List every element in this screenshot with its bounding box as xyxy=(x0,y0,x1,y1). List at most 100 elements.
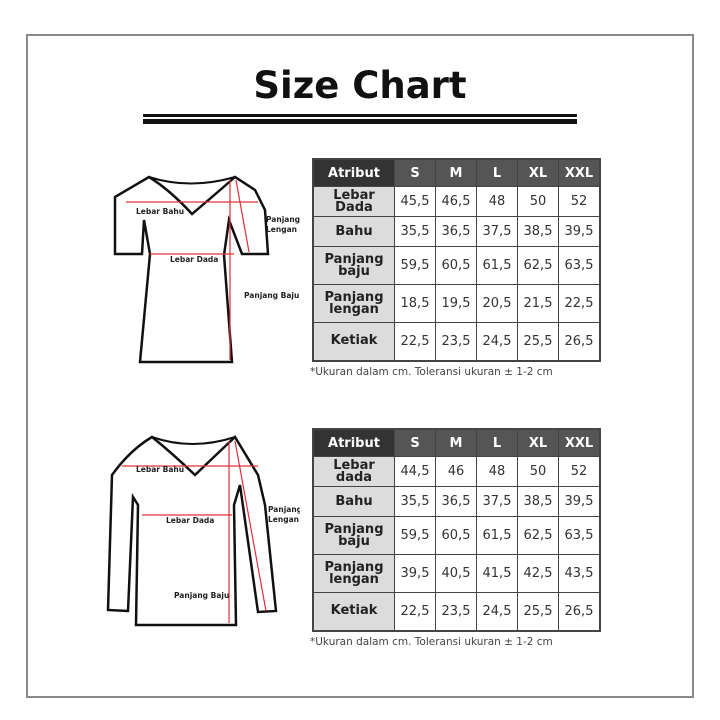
attribute-header: Atribut xyxy=(312,428,395,457)
size-header: M xyxy=(435,158,477,187)
label-panjang-baju: Panjang Baju xyxy=(174,591,229,600)
size-value: 23,5 xyxy=(435,322,477,361)
label-lengan: Lengan xyxy=(268,515,299,524)
size-value: 36,5 xyxy=(435,216,477,247)
label-panjang: Panjang xyxy=(268,505,300,514)
frame xyxy=(26,34,694,698)
row-label: Ketiak xyxy=(312,322,395,361)
size-value: 50 xyxy=(517,456,559,487)
size-value: 21,5 xyxy=(517,284,559,323)
size-table-long-sleeve: Atribut S M L XL XXL Lebar dada 44,5 46 48 50 52 Bah… xyxy=(312,428,601,632)
size-value: 52 xyxy=(558,186,601,217)
header-row: Atribut S M L XL XXL xyxy=(312,158,601,187)
size-header: S xyxy=(394,428,436,457)
size-value: 39,5 xyxy=(558,216,601,247)
size-header: M xyxy=(435,428,477,457)
size-value: 35,5 xyxy=(394,216,436,247)
size-header: XXL xyxy=(558,428,601,457)
size-header: L xyxy=(476,158,518,187)
size-header: L xyxy=(476,428,518,457)
long-sleeve-shirt-diagram: Lebar Bahu Lebar Dada Panjang Lengan Pan… xyxy=(106,435,300,627)
size-value: 25,5 xyxy=(517,322,559,361)
size-value: 59,5 xyxy=(394,246,436,285)
size-value: 38,5 xyxy=(517,216,559,247)
size-note: *Ukuran dalam cm. Toleransi ukuran ± 1-2… xyxy=(310,636,553,648)
size-value: 40,5 xyxy=(435,554,477,593)
size-value: 46 xyxy=(435,456,477,487)
table-row: Panjang baju 59,5 60,5 61,5 62,5 63,5 xyxy=(312,516,601,555)
size-value: 22,5 xyxy=(394,322,436,361)
table-row: Panjang baju 59,5 60,5 61,5 62,5 63,5 xyxy=(312,246,601,285)
size-value: 35,5 xyxy=(394,486,436,517)
row-label: Lebar Dada xyxy=(312,186,395,217)
size-value: 61,5 xyxy=(476,246,518,285)
page-title: Size Chart xyxy=(253,64,467,107)
size-value: 48 xyxy=(476,456,518,487)
table-row: Panjang lengan 39,5 40,5 41,5 42,5 43,5 xyxy=(312,554,601,593)
row-label: Lebar dada xyxy=(312,456,395,487)
table-row: Ketiak 22,5 23,5 24,5 25,5 26,5 xyxy=(312,322,601,361)
size-value: 22,5 xyxy=(394,592,436,631)
size-value: 62,5 xyxy=(517,516,559,555)
size-header: XL xyxy=(517,158,559,187)
size-value: 60,5 xyxy=(435,246,477,285)
size-value: 20,5 xyxy=(476,284,518,323)
size-value: 42,5 xyxy=(517,554,559,593)
size-value: 23,5 xyxy=(435,592,477,631)
size-note: *Ukuran dalam cm. Toleransi ukuran ± 1-2… xyxy=(310,366,553,378)
size-value: 50 xyxy=(517,186,559,217)
row-label: Bahu xyxy=(312,486,395,517)
divider xyxy=(143,119,577,124)
row-label: Panjang baju xyxy=(312,246,395,285)
row-label: Panjang baju xyxy=(312,516,395,555)
size-header: XXL xyxy=(558,158,601,187)
size-value: 43,5 xyxy=(558,554,601,593)
label-panjang: Panjang xyxy=(266,215,300,224)
size-value: 60,5 xyxy=(435,516,477,555)
size-header: XL xyxy=(517,428,559,457)
size-value: 37,5 xyxy=(476,216,518,247)
size-value: 38,5 xyxy=(517,486,559,517)
header-row: Atribut S M L XL XXL xyxy=(312,428,601,457)
label-panjang-baju: Panjang Baju xyxy=(244,291,299,300)
size-value: 62,5 xyxy=(517,246,559,285)
size-value: 59,5 xyxy=(394,516,436,555)
size-value: 63,5 xyxy=(558,516,601,555)
size-value: 45,5 xyxy=(394,186,436,217)
size-value: 41,5 xyxy=(476,554,518,593)
size-value: 26,5 xyxy=(558,322,601,361)
row-label: Panjang lengan xyxy=(312,284,395,323)
table-row: Panjang lengan 18,5 19,5 20,5 21,5 22,5 xyxy=(312,284,601,323)
size-header: S xyxy=(394,158,436,187)
size-value: 25,5 xyxy=(517,592,559,631)
size-value: 46,5 xyxy=(435,186,477,217)
size-table-short-sleeve: Atribut S M L XL XXL Lebar Dada 45,5 46,5 48 50 52 B… xyxy=(312,158,601,362)
table-row: Lebar Dada 45,5 46,5 48 50 52 xyxy=(312,186,601,217)
size-value: 39,5 xyxy=(394,554,436,593)
size-value: 44,5 xyxy=(394,456,436,487)
attribute-header: Atribut xyxy=(312,158,395,187)
table-row: Lebar dada 44,5 46 48 50 52 xyxy=(312,456,601,487)
table-row: Bahu 35,5 36,5 37,5 38,5 39,5 xyxy=(312,216,601,247)
size-value: 36,5 xyxy=(435,486,477,517)
label-lebar-dada: Lebar Dada xyxy=(166,516,214,525)
size-value: 63,5 xyxy=(558,246,601,285)
row-label: Bahu xyxy=(312,216,395,247)
size-value: 61,5 xyxy=(476,516,518,555)
size-value: 22,5 xyxy=(558,284,601,323)
size-value: 37,5 xyxy=(476,486,518,517)
label-lebar-bahu: Lebar Bahu xyxy=(136,465,184,474)
size-value: 26,5 xyxy=(558,592,601,631)
size-value: 19,5 xyxy=(435,284,477,323)
table-row: Bahu 35,5 36,5 37,5 38,5 39,5 xyxy=(312,486,601,517)
size-value: 39,5 xyxy=(558,486,601,517)
label-lebar-bahu: Lebar Bahu xyxy=(136,207,184,216)
short-sleeve-shirt-diagram: Lebar Bahu Lebar Dada Panjang Lengan Pan… xyxy=(113,175,300,364)
size-value: 48 xyxy=(476,186,518,217)
size-value: 24,5 xyxy=(476,322,518,361)
row-label: Ketiak xyxy=(312,592,395,631)
label-lebar-dada: Lebar Dada xyxy=(170,255,218,264)
row-label: Panjang lengan xyxy=(312,554,395,593)
size-value: 24,5 xyxy=(476,592,518,631)
size-value: 18,5 xyxy=(394,284,436,323)
